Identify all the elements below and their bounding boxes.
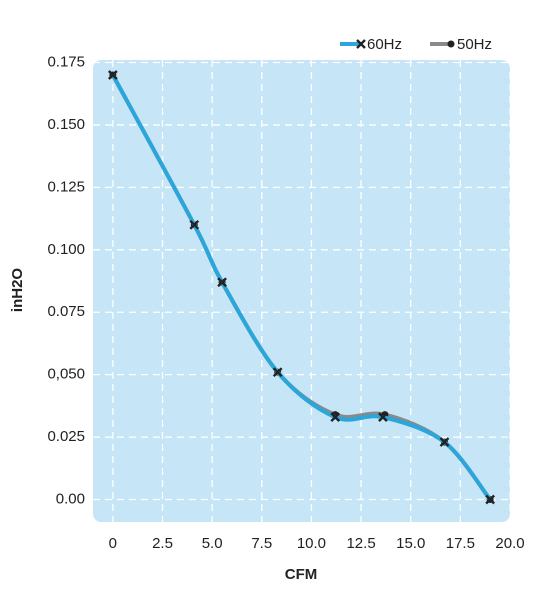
x-tick-label: 15.0: [396, 535, 425, 552]
x-tick-label: 20.0: [495, 535, 524, 552]
x-tick-label: 17.5: [446, 535, 475, 552]
y-tick-label: 0,050: [47, 366, 85, 383]
x-axis-label: CFM: [285, 566, 318, 583]
marker: [272, 367, 283, 378]
y-tick-label: 0.100: [47, 241, 85, 258]
x-tick-label: 0: [109, 535, 117, 552]
marker: [378, 412, 388, 422]
marker: [330, 412, 341, 422]
marker: [189, 219, 200, 230]
marker: [356, 39, 366, 49]
x-tick-label: 10.0: [297, 535, 326, 552]
marker: [108, 70, 118, 80]
plot-area: [93, 60, 510, 522]
y-tick-label: 0.00: [56, 490, 85, 507]
y-axis-label: inH2O: [9, 268, 26, 313]
legend-label: 60Hz: [367, 36, 402, 53]
marker: [439, 437, 450, 447]
y-tick-label: 0.075: [47, 303, 85, 320]
legend-label: 50Hz: [457, 36, 492, 53]
x-tick-label: 5.0: [202, 535, 223, 552]
x-tick-label: 7.5: [251, 535, 272, 552]
marker: [217, 277, 227, 288]
y-tick-label: 0.175: [47, 53, 85, 70]
x-tick-label: 2.5: [152, 535, 173, 552]
y-tick-label: 0.125: [47, 178, 85, 195]
x-tick-label: 12.5: [346, 535, 375, 552]
y-tick-label: 0.150: [47, 116, 85, 133]
y-tick-label: 0.025: [47, 428, 85, 445]
marker: [447, 40, 455, 48]
marker: [485, 494, 495, 505]
